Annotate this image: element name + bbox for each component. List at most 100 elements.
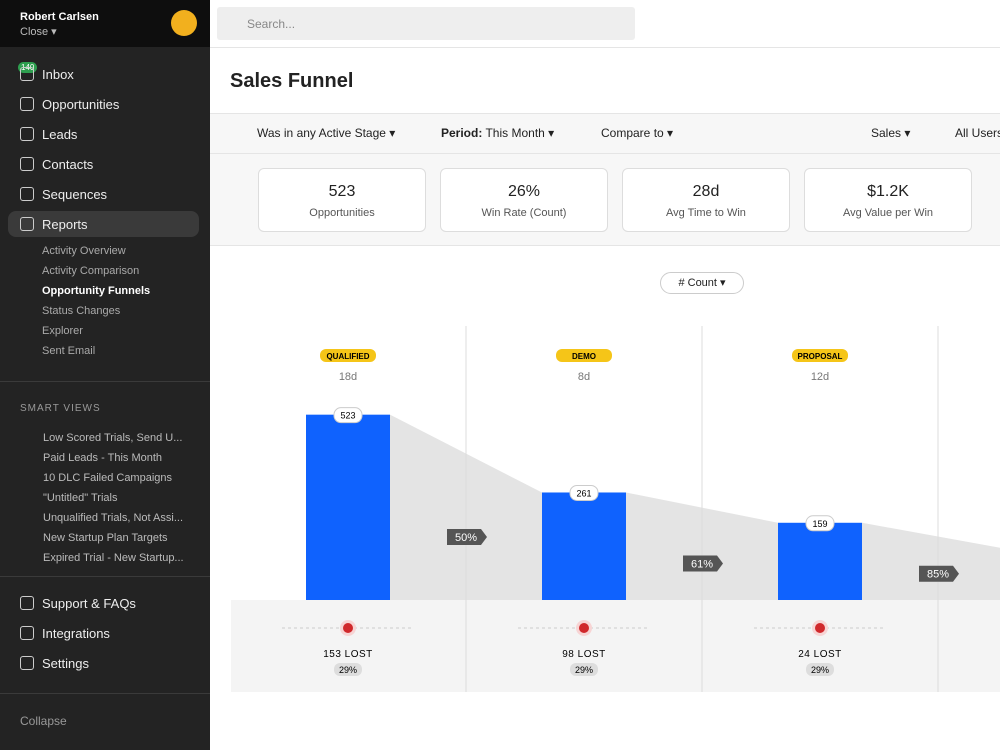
lost-icon-inner	[815, 623, 825, 633]
lost-pct: 29%	[811, 665, 829, 675]
smart-view[interactable]: New Startup Plan Targets	[43, 532, 168, 544]
funnel-bar	[542, 492, 626, 600]
filter-text: All Users	[955, 126, 1000, 140]
lost-icon-inner	[343, 623, 353, 633]
search-box[interactable]: Search...	[217, 7, 635, 40]
count-label: 523	[340, 411, 355, 421]
stage-badge-bg	[320, 349, 376, 362]
conversion-text: 61%	[691, 558, 713, 570]
lost-pct-bg	[570, 663, 598, 676]
stage-badge: QUALIFIED	[326, 352, 369, 361]
stat-card: 26% Win Rate (Count)	[440, 168, 608, 232]
lost-pct-bg	[334, 663, 362, 676]
nav-label: Sequences	[42, 187, 108, 202]
report-link[interactable]: Opportunity Funnels	[42, 285, 151, 297]
avatar[interactable]	[171, 10, 197, 36]
nav-contacts[interactable]: Contacts	[20, 157, 93, 172]
smart-view[interactable]: Unqualified Trials, Not Assi...	[43, 512, 184, 524]
count-pill	[333, 407, 363, 424]
stage-days: 12d	[811, 371, 829, 383]
report-link[interactable]: Activity Overview	[42, 245, 126, 257]
nav-sequences[interactable]: Sequences	[20, 187, 107, 202]
lost-panel	[231, 600, 1000, 692]
stage-badge: DEMO	[572, 352, 596, 361]
count-label: 261	[576, 488, 591, 498]
nav-opportunities[interactable]: Opportunities	[20, 97, 119, 112]
smart-view[interactable]: Paid Leads - This Month	[43, 452, 163, 464]
smart-view[interactable]: "Untitled" Trials	[43, 492, 118, 504]
period-filter[interactable]: Period: This Month ▾	[441, 126, 555, 140]
lost-count: 24 LOST	[798, 649, 842, 660]
stat-value: $1.2K	[867, 183, 909, 200]
user-name: Robert Carlsen	[20, 11, 99, 23]
compare-filter[interactable]: Compare to ▾	[601, 126, 674, 140]
sidebar: Robert Carlsen Close ▾ 140 Inbox Opportu…	[0, 0, 210, 750]
stat-card: $1.2K Avg Value per Win	[804, 168, 972, 232]
nav-label: Contacts	[42, 157, 94, 172]
count-toggle[interactable]: # Count ▾	[660, 272, 744, 294]
conversion-text: 50%	[455, 532, 477, 544]
funnel-bar	[778, 522, 862, 600]
nav-inbox[interactable]: Inbox	[20, 67, 74, 82]
conversion-tag	[447, 528, 487, 545]
close-link[interactable]: Close ▾	[20, 26, 57, 38]
stat-label: Avg Time to Win	[666, 207, 746, 219]
divider	[210, 153, 1000, 154]
stat-label: Win Rate (Count)	[481, 207, 567, 219]
stat-value: 28d	[692, 183, 720, 200]
filter-label: Period:	[441, 126, 483, 140]
lost-count: 98 LOST	[562, 649, 606, 660]
users-filter[interactable]: All Users	[955, 126, 1000, 140]
nav-label: Opportunities	[42, 97, 120, 112]
nav-integrations[interactable]: Integrations	[20, 626, 110, 641]
search-placeholder: Search...	[247, 17, 296, 31]
pipeline-filter[interactable]: Sales ▾	[871, 126, 911, 140]
nav-leads[interactable]: Leads	[20, 127, 77, 142]
funnel-area	[862, 522, 1000, 600]
filter-text: Was in any Active Stage	[257, 126, 386, 140]
stat-label: Avg Value per Win	[842, 207, 934, 219]
filter-text: Compare to	[601, 126, 664, 140]
nav-label: Integrations	[42, 626, 110, 641]
nav-reports[interactable]: Reports	[20, 217, 88, 232]
close-text: Close	[20, 26, 49, 38]
stage-filter[interactable]: Was in any Active Stage ▾	[257, 126, 396, 140]
divider	[0, 693, 210, 694]
nav-label: Reports	[42, 217, 88, 232]
smart-view[interactable]: Low Scored Trials, Send U...	[43, 432, 183, 444]
count-pill	[805, 515, 835, 532]
nav-label: Inbox	[42, 67, 74, 82]
lost-pct: 29%	[339, 665, 357, 675]
smart-view[interactable]: Expired Trial - New Startup...	[43, 552, 184, 564]
report-link[interactable]: Status Changes	[42, 305, 121, 317]
conversion-tag	[919, 565, 959, 582]
stat-card: 28d Avg Time to Win	[622, 168, 790, 232]
user-header[interactable]: Robert Carlsen Close ▾	[0, 0, 210, 47]
report-link[interactable]: Sent Email	[42, 345, 96, 357]
stat-value: 26%	[507, 183, 541, 200]
stage-badge: PROPOSAL	[798, 352, 843, 361]
stage-days: 8d	[578, 371, 590, 383]
collapse[interactable]: Collapse	[20, 714, 67, 728]
stage-badge-bg	[792, 349, 848, 362]
nav-support[interactable]: Support & FAQs	[20, 596, 136, 611]
count-label: 159	[812, 519, 827, 529]
filter-text: Sales	[871, 126, 902, 140]
funnel-bar	[306, 414, 390, 600]
page-title: Sales Funnel	[230, 70, 354, 92]
nav-settings[interactable]: Settings	[20, 656, 89, 671]
filter-text: This Month	[485, 126, 545, 140]
stat-label: Opportunities	[309, 207, 375, 219]
report-link[interactable]: Activity Comparison	[42, 265, 140, 277]
report-link[interactable]: Explorer	[42, 325, 83, 337]
stage-badge-bg	[556, 349, 612, 362]
lost-pct-bg	[806, 663, 834, 676]
lost-pct: 29%	[575, 665, 593, 675]
lost-count: 153 LOST	[323, 649, 373, 660]
smart-view[interactable]: 10 DLC Failed Campaigns	[43, 472, 173, 484]
divider	[0, 576, 210, 577]
stage-days: 18d	[339, 371, 357, 383]
stat-card: 523 Opportunities	[258, 168, 426, 232]
nav-active-bg	[8, 211, 199, 237]
